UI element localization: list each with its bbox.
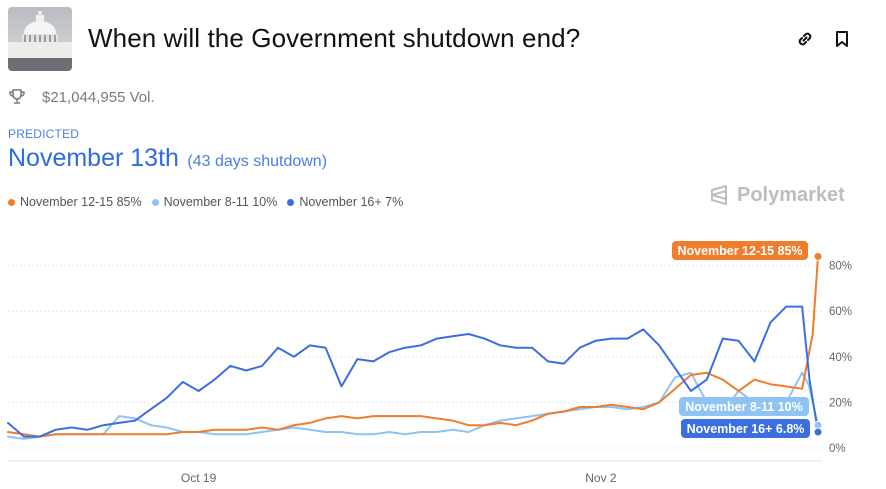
link-icon[interactable] [795,29,815,49]
x-tick-label: Nov 2 [585,471,617,485]
y-tick-label: 40% [829,352,852,364]
legend-label: November 12-15 85% [20,195,142,209]
series-end-dot [813,427,823,437]
series-end-label: November 16+ 6.8% [687,422,805,436]
series-end-dot [813,251,823,261]
chart-legend: November 12-15 85% November 8-11 10% Nov… [8,195,403,209]
brand-name: Polymarket [737,183,845,206]
series-end-label-bg [681,419,810,438]
series-line[interactable] [7,255,819,438]
series-end-label-bg [672,241,808,260]
prediction-headline: November 13th (43 days shutdown) [8,144,327,173]
series-line[interactable] [7,371,819,440]
x-tick-label: Oct 19 [181,471,217,485]
legend-dot [151,198,159,206]
y-tick-label: 60% [829,306,852,318]
legend-item[interactable]: November 16+ 7% [287,195,403,209]
bookmark-icon[interactable] [832,29,852,49]
brand-watermark: Polymarket [707,183,845,207]
y-tick-label: 80% [829,261,852,273]
legend-dot [8,198,15,206]
predicted-value: November 13th [8,144,179,172]
legend-label: November 8-11 10% [163,195,278,209]
series-end-label: November 12-15 85% [677,244,802,258]
legend-label: November 16+ 7% [299,195,404,209]
series-end-label-bg [679,397,809,416]
volume-text: $21,044,955 Vol. [42,89,155,106]
trophy-icon [8,87,26,107]
polymarket-logo-icon [711,185,727,205]
predicted-note: (43 days shutdown) [187,153,328,170]
legend-item[interactable]: November 12-15 85% [8,195,142,209]
y-tick-label: 0% [829,443,846,455]
legend-item[interactable]: November 8-11 10% [151,195,278,209]
y-tick-label: 20% [829,397,852,409]
series-end-label: November 8-11 10% [685,400,802,414]
series-line[interactable] [7,305,819,438]
predicted-label: PREDICTED [8,127,80,141]
market-thumbnail [8,7,72,71]
legend-dot [287,198,295,206]
page-title: When will the Government shutdown end? [88,23,581,53]
